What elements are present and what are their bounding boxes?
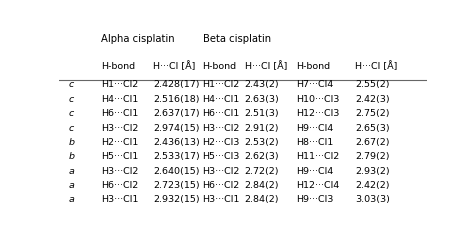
Text: 2.436(13): 2.436(13) [153, 138, 200, 147]
Text: H···Cl [Å]: H···Cl [Å] [245, 62, 287, 71]
Text: H1···Cl2: H1···Cl2 [101, 80, 139, 89]
Text: H3···Cl2: H3···Cl2 [101, 167, 139, 176]
Text: H6···Cl2: H6···Cl2 [202, 181, 240, 190]
Text: H4···Cl1: H4···Cl1 [101, 95, 139, 104]
Text: H5···Cl3: H5···Cl3 [202, 152, 240, 161]
Text: H9···Cl4: H9···Cl4 [296, 124, 333, 133]
Text: H12···Cl4: H12···Cl4 [296, 181, 339, 190]
Text: 2.79(2): 2.79(2) [355, 152, 390, 161]
Text: 2.91(2): 2.91(2) [245, 124, 279, 133]
Text: 2.640(15): 2.640(15) [153, 167, 200, 176]
Text: H8···Cl1: H8···Cl1 [296, 138, 333, 147]
Text: 2.67(2): 2.67(2) [355, 138, 390, 147]
Text: c: c [68, 95, 73, 104]
Text: H9···Cl4: H9···Cl4 [296, 167, 333, 176]
Text: 2.65(3): 2.65(3) [355, 124, 390, 133]
Text: H5···Cl1: H5···Cl1 [101, 152, 139, 161]
Text: 2.637(17): 2.637(17) [153, 109, 200, 118]
Text: 2.93(2): 2.93(2) [355, 167, 390, 176]
Text: H3···Cl2: H3···Cl2 [202, 124, 240, 133]
Text: H6···Cl1: H6···Cl1 [101, 109, 139, 118]
Text: b: b [68, 152, 74, 161]
Text: 2.932(15): 2.932(15) [153, 195, 200, 204]
Text: H-bond: H-bond [296, 62, 330, 71]
Text: 2.974(15): 2.974(15) [153, 124, 200, 133]
Text: 2.533(17): 2.533(17) [153, 152, 200, 161]
Text: H6···Cl1: H6···Cl1 [202, 109, 240, 118]
Text: c: c [68, 124, 73, 133]
Text: H3···Cl1: H3···Cl1 [101, 195, 139, 204]
Text: a: a [68, 167, 74, 176]
Text: 2.42(2): 2.42(2) [355, 181, 390, 190]
Text: 2.723(15): 2.723(15) [153, 181, 200, 190]
Text: H9···Cl3: H9···Cl3 [296, 195, 334, 204]
Text: 2.84(2): 2.84(2) [245, 181, 279, 190]
Text: H-bond: H-bond [101, 62, 136, 71]
Text: H3···Cl2: H3···Cl2 [202, 167, 240, 176]
Text: 2.55(2): 2.55(2) [355, 80, 390, 89]
Text: 2.75(2): 2.75(2) [355, 109, 390, 118]
Text: 2.428(17): 2.428(17) [153, 80, 200, 89]
Text: H···Cl [Å]: H···Cl [Å] [355, 62, 397, 71]
Text: H···Cl [Å]: H···Cl [Å] [153, 62, 195, 71]
Text: H4···Cl1: H4···Cl1 [202, 95, 240, 104]
Text: H1···Cl2: H1···Cl2 [202, 80, 240, 89]
Text: Alpha cisplatin: Alpha cisplatin [101, 34, 175, 44]
Text: 2.43(2): 2.43(2) [245, 80, 279, 89]
Text: H2···Cl3: H2···Cl3 [202, 138, 240, 147]
Text: a: a [68, 181, 74, 190]
Text: 2.42(3): 2.42(3) [355, 95, 390, 104]
Text: H7···Cl4: H7···Cl4 [296, 80, 333, 89]
Text: H12···Cl3: H12···Cl3 [296, 109, 339, 118]
Text: c: c [68, 109, 73, 118]
Text: 2.84(2): 2.84(2) [245, 195, 279, 204]
Text: H3···Cl1: H3···Cl1 [202, 195, 240, 204]
Text: H10···Cl3: H10···Cl3 [296, 95, 339, 104]
Text: 2.51(3): 2.51(3) [245, 109, 279, 118]
Text: a: a [68, 195, 74, 204]
Text: 2.72(2): 2.72(2) [245, 167, 279, 176]
Text: H6···Cl2: H6···Cl2 [101, 181, 139, 190]
Text: H11···Cl2: H11···Cl2 [296, 152, 339, 161]
Text: H3···Cl2: H3···Cl2 [101, 124, 139, 133]
Text: 3.03(3): 3.03(3) [355, 195, 390, 204]
Text: 2.516(18): 2.516(18) [153, 95, 200, 104]
Text: 2.53(2): 2.53(2) [245, 138, 279, 147]
Text: 2.62(3): 2.62(3) [245, 152, 279, 161]
Text: c: c [68, 80, 73, 89]
Text: 2.63(3): 2.63(3) [245, 95, 280, 104]
Text: b: b [68, 138, 74, 147]
Text: H-bond: H-bond [202, 62, 237, 71]
Text: Beta cisplatin: Beta cisplatin [202, 34, 271, 44]
Text: H2···Cl1: H2···Cl1 [101, 138, 139, 147]
